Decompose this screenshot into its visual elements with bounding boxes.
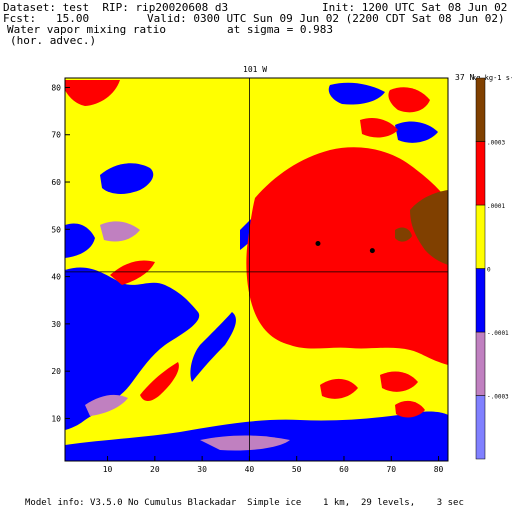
colorbar-segment	[475, 204, 486, 269]
valid-label: Valid: 0300 UTC Sun 09 Jun 02 (2200 CDT …	[147, 12, 505, 25]
x-tick-label: 50	[292, 465, 302, 474]
colorbar-label: -.0001	[487, 330, 509, 337]
colorbar-label: .0001	[487, 203, 505, 210]
latitude-label: 37 N	[455, 73, 474, 82]
x-tick-label: 60	[339, 465, 349, 474]
red-region-main	[246, 147, 448, 365]
y-tick-label: 40	[51, 273, 61, 282]
y-tick-label: 80	[51, 83, 61, 92]
red-blob-east-north	[360, 118, 398, 138]
y-tick-label: 30	[51, 320, 61, 329]
colorbar-unit: kg kg-1 s-1	[472, 74, 512, 82]
x-axis: 10 20 30 40 50 60 70 80	[103, 456, 444, 474]
plot-frame	[64, 77, 449, 462]
blue-region-west	[65, 267, 200, 430]
colorbar-segment	[475, 77, 486, 142]
blue-band-southwest	[190, 312, 236, 382]
red-blob-north-left	[65, 80, 120, 106]
red-band-southwest	[140, 362, 179, 402]
colorbar-label: -.0003	[487, 394, 509, 401]
colorbar-label: 0	[487, 267, 491, 274]
x-tick-label: 20	[150, 465, 160, 474]
heatmap-field	[65, 78, 448, 461]
brown-region-east	[410, 190, 448, 265]
point-markers	[315, 240, 375, 254]
y-tick-label: 50	[51, 225, 61, 234]
colorbar-label: .0003	[487, 140, 505, 147]
red-band-west-1	[110, 260, 155, 285]
brown-blob-east-2	[395, 227, 412, 242]
purple-band-southwest	[85, 394, 128, 416]
blue-blob-northeast	[395, 121, 438, 143]
y-tick-label: 10	[51, 414, 61, 423]
point-marker-1	[315, 240, 321, 246]
x-tick-label: 80	[434, 465, 444, 474]
y-tick-label: 20	[51, 367, 61, 376]
red-blob-north-right	[388, 87, 430, 113]
red-blob-south-2	[380, 371, 418, 392]
x-tick-label: 40	[245, 465, 255, 474]
model-info: Model info: V3.5.0 No Cumulus Blackadar …	[25, 498, 464, 508]
dataset-label: Dataset: test RIP: rip20020608 d3	[3, 1, 229, 14]
longitude-label: 101 W	[243, 65, 267, 74]
init-label: Init: 1200 UTC Sat 08 Jun 02	[322, 1, 508, 14]
colorbar-segment	[475, 268, 486, 333]
blue-blob-north	[328, 82, 385, 105]
purple-band-south	[200, 435, 290, 451]
blue-blob-west	[65, 223, 95, 258]
colorbar-segment	[475, 141, 486, 206]
blue-blob-nw	[100, 163, 154, 194]
colorbar: -.0003 -.0001 0 .0001 .0003	[475, 77, 509, 460]
y-tick-label: 60	[51, 178, 61, 187]
y-axis: 10 20 30 40 50 60 70 80	[51, 83, 70, 423]
level-label: at sigma = 0.983	[227, 23, 333, 36]
point-marker-2	[369, 248, 375, 254]
colorbar-segment	[475, 331, 486, 396]
fcst-label: Fcst: 15.00	[3, 12, 90, 25]
advec-label: (hor. advec.)	[10, 34, 97, 47]
red-blob-south-3	[395, 400, 425, 418]
colorbar-segment	[475, 395, 486, 460]
purple-band-west	[100, 221, 140, 242]
red-blob-south-1	[320, 378, 358, 399]
y-tick-label: 70	[51, 131, 61, 140]
x-tick-label: 30	[197, 465, 207, 474]
x-tick-label: 70	[386, 465, 396, 474]
x-tick-label: 10	[103, 465, 113, 474]
field-label: Water vapor mixing ratio	[7, 23, 166, 36]
